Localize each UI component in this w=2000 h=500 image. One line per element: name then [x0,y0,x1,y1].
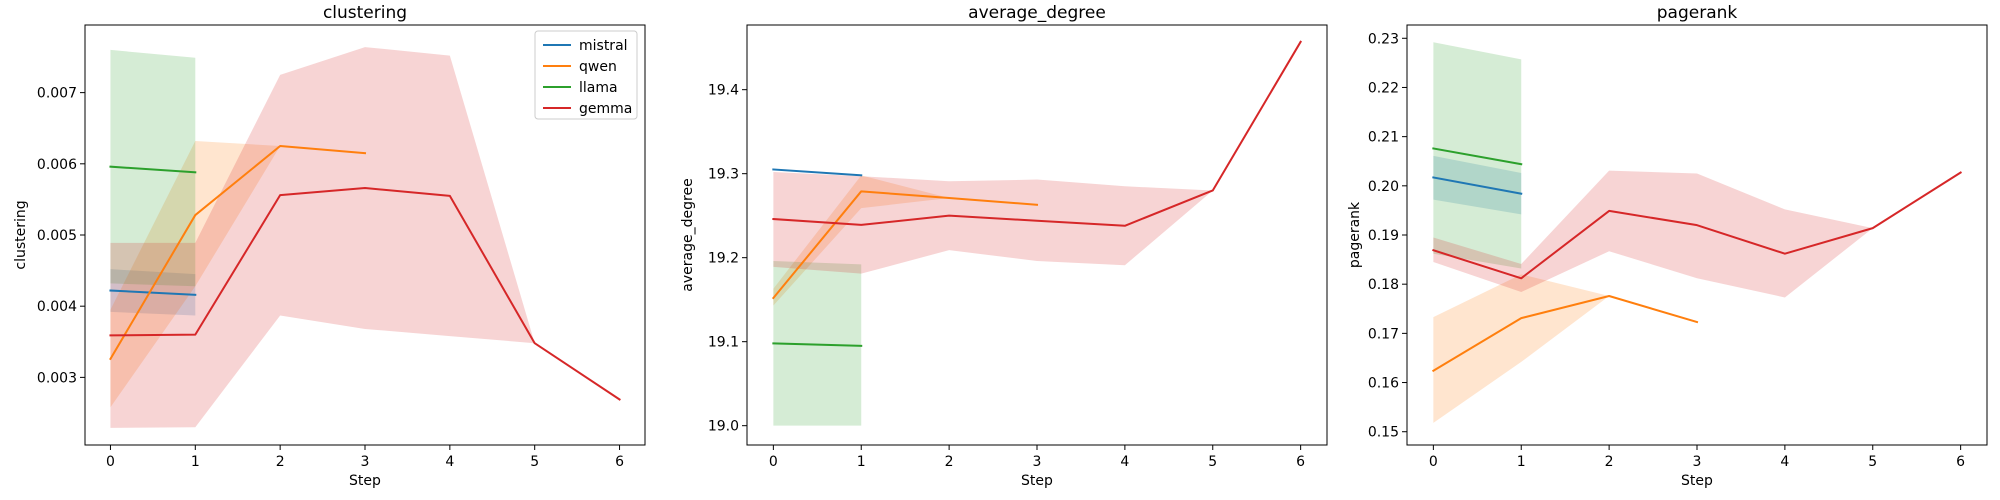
chart-0-xtick-label-0: 0 [106,454,115,470]
chart-2-ytick-label-4: 0.19 [1368,228,1399,244]
chart-1-xlabel: Step [1021,473,1053,489]
chart-2-xtick-label-1: 1 [1517,454,1526,470]
chart-0-title: clustering [323,3,407,23]
chart-1-ytick-label-4: 19.4 [708,83,739,99]
chart-0-legend-label-mistral: mistral [579,38,628,54]
chart-2-line-qwen [1431,294,1699,373]
chart-0-band-llama [110,49,196,287]
chart-0-band-gemma [110,47,620,428]
chart-0-legend-label-qwen: qwen [579,59,617,75]
chart-1-xtick-label-5: 5 [1208,454,1217,470]
chart-2-line-mistral [1432,176,1523,195]
chart-2-xtick-label-0: 0 [1429,454,1438,470]
chart-1-ytick-label-0: 19.0 [708,419,739,435]
chart-0-line-qwen [109,145,367,361]
chart-2-xtick-label-6: 6 [1956,454,1965,470]
chart-2-ytick-label-8: 0.23 [1368,31,1399,47]
chart-1-title: average_degree [968,3,1106,23]
chart-1-ytick-label-3: 19.3 [708,167,739,183]
chart-2-xtick-label-5: 5 [1868,454,1877,470]
chart-0-ytick-label-1: 0.004 [37,299,77,315]
chart-2-ytick-label-7: 0.22 [1368,80,1399,96]
chart-2-ylabel: pagerank [1347,201,1363,268]
chart-2-ytick-label-5: 0.20 [1368,179,1399,195]
chart-1-band-llama [773,261,862,426]
chart-1-band-qwen [773,175,1037,306]
chart-2-line-llama [1432,147,1523,166]
chart-2-ytick-label-2: 0.17 [1368,326,1399,342]
chart-2-ytick-label-3: 0.18 [1368,277,1399,293]
chart-1-xtick-label-0: 0 [769,454,778,470]
chart-0-xlabel: Step [349,473,381,489]
chart-2-xtick-label-4: 4 [1780,454,1789,470]
chart-0-legend-box [534,30,638,120]
chart-1-band-gemma [773,41,1301,274]
chart-0-ytick-label-4: 0.007 [37,86,77,102]
chart-0-xtick-label-3: 3 [361,454,370,470]
chart-0-legend: mistral qwen llama gemma [534,30,638,120]
chart-2-xlabel: Step [1681,473,1713,489]
chart-2-ytick-label-6: 0.21 [1368,130,1399,146]
chart-0-band-qwen [110,141,365,408]
chart-0-legend-label-gemma: gemma [579,101,632,117]
chart-0-line-mistral [109,289,197,296]
chart-0-line-gemma [109,187,621,401]
chart-0-line-llama [109,165,197,174]
chart-1-ylabel: average_degree [680,178,696,291]
chart-0-xtick-label-2: 2 [276,454,285,470]
chart-2-panel: 0 1 2 3 4 5 6 0.15 0.16 0.17 0.18 0.19 0.20 0.21 0.22 0… [1347,3,1988,489]
chart-2-band-gemma [1433,170,1961,298]
chart-0-xtick-label-4: 4 [445,454,454,470]
chart-0-ylabel: clustering [13,200,29,269]
chart-1-line-mistral [772,168,863,177]
chart-2-ytick-label-0: 0.15 [1368,425,1399,441]
chart-2-title: pagerank [1657,3,1738,23]
chart-1-xtick-label-4: 4 [1120,454,1129,470]
chart-1-xtick-label-6: 6 [1296,454,1305,470]
chart-2-ytick-label-1: 0.16 [1368,376,1399,392]
chart-0-xtick-label-6: 6 [615,454,624,470]
chart-0-ytick-label-2: 0.005 [37,228,77,244]
chart-2-band-qwen [1433,274,1697,423]
chart-1-ytick-label-1: 19.1 [708,335,739,351]
chart-1-xtick-label-2: 2 [945,454,954,470]
chart-1-xtick-label-3: 3 [1033,454,1042,470]
chart-1-line-gemma [772,40,1303,227]
chart-0-xtick-label-1: 1 [191,454,200,470]
chart-2-line-gemma [1432,171,1963,280]
chart-1-line-llama [772,342,863,347]
chart-0-legend-label-llama: llama [579,80,618,96]
chart-1-ytick-label-2: 19.2 [708,251,739,267]
chart-0-ytick-label-0: 0.003 [37,370,77,386]
chart-1-panel: 0 1 2 3 4 5 6 19.0 19.1 19.2 19.3 19.4 average_degre… [680,3,1328,489]
chart-2-xtick-label-2: 2 [1605,454,1614,470]
chart-0-ytick-label-3: 0.006 [37,157,77,173]
chart-0-panel: 0 1 2 3 4 5 6 0.003 0.004 0.005 0.006 0.007 clusteri… [13,3,646,489]
chart-0-xtick-label-5: 5 [530,454,539,470]
chart-1-xtick-label-1: 1 [857,454,866,470]
chart-2-xtick-label-3: 3 [1693,454,1702,470]
chart-1-line-qwen [771,190,1039,300]
